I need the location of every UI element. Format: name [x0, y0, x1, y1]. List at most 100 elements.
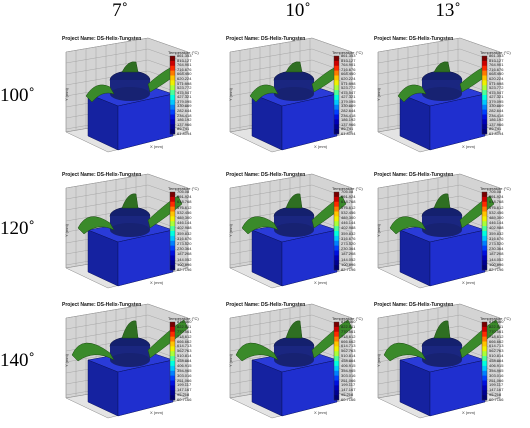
colorbar-segment: [170, 361, 175, 367]
colorbar-segment: [334, 341, 339, 347]
simulation-render: [377, 37, 501, 153]
grid-line: [147, 37, 189, 53]
project-name-label: Project Name: DS-Helix-Tungsten: [62, 172, 142, 178]
colorbar-segment: [170, 221, 175, 227]
simulation-render: [229, 303, 353, 419]
colorbar-segment: [170, 265, 175, 271]
colorbar-segment: [334, 326, 339, 333]
colorbar-segment: [482, 80, 487, 86]
colorbar-tick-label: 234.418: [177, 112, 192, 118]
colorbar-segment: [482, 85, 487, 91]
colorbar-tick-label: 251.066: [341, 377, 356, 383]
x-axis-label: X (mm): [150, 144, 164, 149]
colorbar-tick-label: 822.511: [177, 323, 192, 329]
colorbar-tick-label: 668.450: [177, 71, 192, 77]
colorbar-tick-label: 620.224: [489, 75, 504, 81]
project-name-label: Project Name: DS-Helix-Tungsten: [226, 36, 306, 42]
colorbar-tick-label: 144.052: [489, 256, 504, 262]
colorbar-segment: [334, 390, 339, 396]
colorbar-tick-label: 234.418: [341, 112, 356, 118]
colorbar-segment: [334, 385, 339, 391]
colorbar-tick-label: 620.224: [341, 75, 356, 81]
grid-line: [311, 48, 353, 64]
colorbar-tick-label: 575.612: [489, 204, 504, 210]
grid-line: [459, 59, 501, 75]
colorbar-tick-label: 571.998: [177, 80, 192, 86]
project-name-label: Project Name: DS-Helix-Tungsten: [62, 36, 142, 42]
colorbar-tick-label: 571.998: [341, 80, 356, 86]
grid-line: [311, 303, 353, 319]
colorbar-frame: [169, 191, 176, 271]
colorbar-segment: [482, 326, 487, 333]
colorbar-tick-label: 770.561: [177, 328, 192, 334]
colorbar-tick-label: 813.127: [177, 57, 192, 63]
colorbar-title: Temperature (°C): [332, 50, 363, 55]
colorbar-segment: [170, 346, 175, 352]
colorbar-segment: [334, 99, 339, 106]
colorbar-segment: [334, 129, 339, 135]
colorbar-tick-label: 303.016: [341, 372, 356, 378]
colorbar-tick-label: 60.7166: [489, 397, 504, 402]
colorbar-segment: [482, 99, 487, 106]
colorbar-segment: [334, 375, 339, 381]
grid-line: [147, 303, 189, 319]
colorbar-tick-label: 89.741: [489, 126, 502, 132]
y-axis-label: Y (mm): [64, 353, 70, 368]
y-axis-label: Y (mm): [64, 223, 70, 238]
colorbar-segment: [482, 250, 487, 256]
colorbar-tick-label: 402.988: [489, 225, 504, 231]
colorbar-segment: [482, 390, 487, 396]
grid-line: [377, 48, 461, 64]
block-front: [117, 93, 174, 151]
colorbar-tick-label: 770.561: [489, 328, 504, 334]
colorbar-tick-label: 562.763: [489, 348, 504, 354]
colorbar-segment: [334, 95, 339, 101]
colorbar-segment: [170, 231, 175, 237]
colorbar-segment: [334, 231, 339, 237]
tool-base: [422, 223, 462, 237]
colorbar-tick-label: 532.456: [177, 209, 192, 215]
colorbar-segment: [170, 235, 175, 242]
helix-flute-back: [121, 193, 139, 209]
colorbar-tick-label: 489.300: [341, 215, 356, 220]
colorbar-tick-label: 100.896: [341, 261, 356, 267]
colorbar-tick-label: 199.117: [177, 382, 192, 388]
colorbar-segment: [482, 322, 487, 328]
colorbar-tick-label: 661.924: [489, 194, 504, 200]
helix-flute-left: [383, 342, 427, 362]
colorbar-segment: [482, 346, 487, 352]
colorbar-segment: [170, 85, 175, 91]
colorbar-tick-label: 668.450: [489, 71, 504, 77]
block-front: [429, 229, 486, 287]
colorbar-tick-label: 764.901: [177, 62, 192, 68]
colorbar-segment: [482, 385, 487, 391]
colorbar-tick-label: 618.768: [341, 199, 356, 205]
colorbar-segment: [334, 331, 339, 337]
colorbar-tick-label: 354.965: [177, 367, 192, 373]
grid-line: [65, 184, 149, 200]
colorbar-frame: [169, 321, 176, 401]
colorbar-tick-label: 718.612: [341, 333, 356, 339]
colorbar-tick-label: 406.915: [489, 362, 504, 368]
colorbar-segment: [170, 99, 175, 106]
colorbar-segment: [482, 114, 487, 120]
grid-line: [377, 314, 461, 330]
colorbar-tick-label: 575.612: [341, 204, 356, 210]
colorbar-segment: [170, 395, 175, 401]
colorbar-segment: [170, 90, 175, 96]
grid-line: [377, 303, 461, 319]
colorbar-tick-label: 475.547: [489, 89, 504, 95]
colorbar-tick-label: 147.167: [489, 387, 504, 393]
grid-line: [459, 48, 501, 64]
colorbar-tick-label: 379.095: [177, 98, 192, 104]
block-front: [429, 93, 486, 151]
y-axis-label: Y (mm): [228, 87, 234, 102]
colorbar-tick-label: 618.768: [177, 199, 192, 205]
colorbar-tick-label: 718.612: [177, 333, 192, 339]
colorbar-segment: [334, 60, 339, 67]
grid-line: [65, 48, 149, 64]
simulation-panel: Project Name: DS-Helix-Tungsten Temperatu…: [370, 168, 520, 298]
colorbar-segment: [482, 265, 487, 271]
colorbar-tick-label: 532.456: [489, 209, 504, 215]
colorbar-tick-label: 330.869: [341, 103, 356, 109]
